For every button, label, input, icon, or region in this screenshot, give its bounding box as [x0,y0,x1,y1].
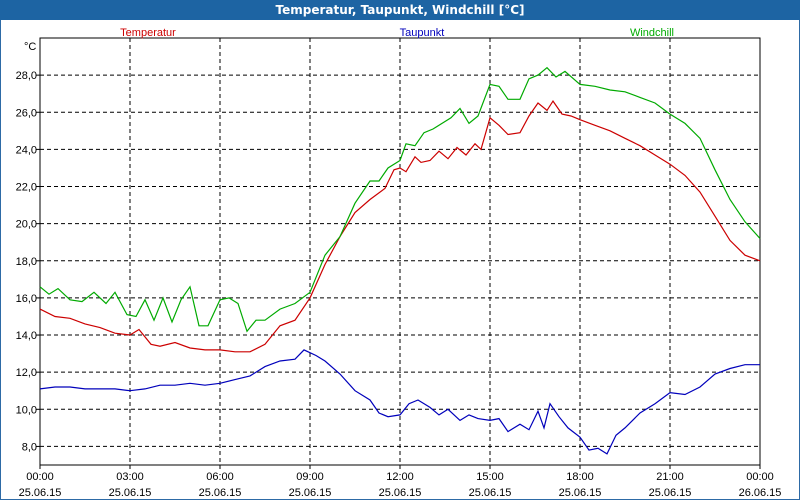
plot-frame [39,37,761,466]
chart-title: Temperatur, Taupunkt, Windchill [°C] [0,0,800,20]
x-tick-label-time: 00:00 [746,471,774,483]
series-line-taupunkt [39,349,760,455]
x-tick-label-date: 25.06.15 [109,487,152,499]
x-tick-label-time: 00:00 [26,471,54,483]
legend-entry-windchill: Windchill [630,27,674,39]
x-tick-label-time: 06:00 [206,471,234,483]
y-tick-label: 12,0 [16,367,37,379]
y-tick-label: 20,0 [16,219,37,231]
x-tick-label-date: 25.06.15 [19,487,62,499]
y-tick-label: 14,0 [16,330,37,342]
y-tick-label: 22,0 [16,182,37,194]
x-tick-label-time: 15:00 [476,471,504,483]
x-tick-label-date: 25.06.15 [649,487,692,499]
x-tick-label-time: 03:00 [116,471,144,483]
y-tick-label: 10,0 [16,404,37,416]
legend-entry-temperatur: Temperatur [120,27,176,39]
x-tick-label-date: 25.06.15 [199,487,242,499]
x-tick-label-date: 25.06.15 [289,487,332,499]
legend-entry-taupunkt: Taupunkt [400,27,445,39]
y-tick-label: 18,0 [16,256,37,268]
y-tick-label: 26,0 [16,107,37,119]
x-tick-label-time: 18:00 [566,471,594,483]
y-tick-label: 16,0 [16,293,37,305]
series-line-windchill [39,66,761,333]
y-tick-label: 8,0 [22,441,37,453]
y-tick-label: 28,0 [16,70,37,82]
x-tick-label-date: 25.06.15 [379,487,422,499]
x-tick-label-time: 12:00 [386,471,414,483]
x-tick-label-time: 21:00 [656,471,684,483]
x-tick-label-date: 25.06.15 [559,487,602,499]
series-line-temperatur [39,100,761,353]
y-axis-unit-label: °C [24,41,36,53]
x-tick-label-date: 25.06.15 [469,487,512,499]
y-tick-label: 24,0 [16,144,37,156]
chart-plot: 8,0 10,0 12,0 14,0 16,0 18,0 20,0 22,0 24,0 26,0 2… [16,27,782,499]
x-tick-label-date: 26.06.15 [739,487,782,499]
x-tick-label-time: 09:00 [296,471,324,483]
